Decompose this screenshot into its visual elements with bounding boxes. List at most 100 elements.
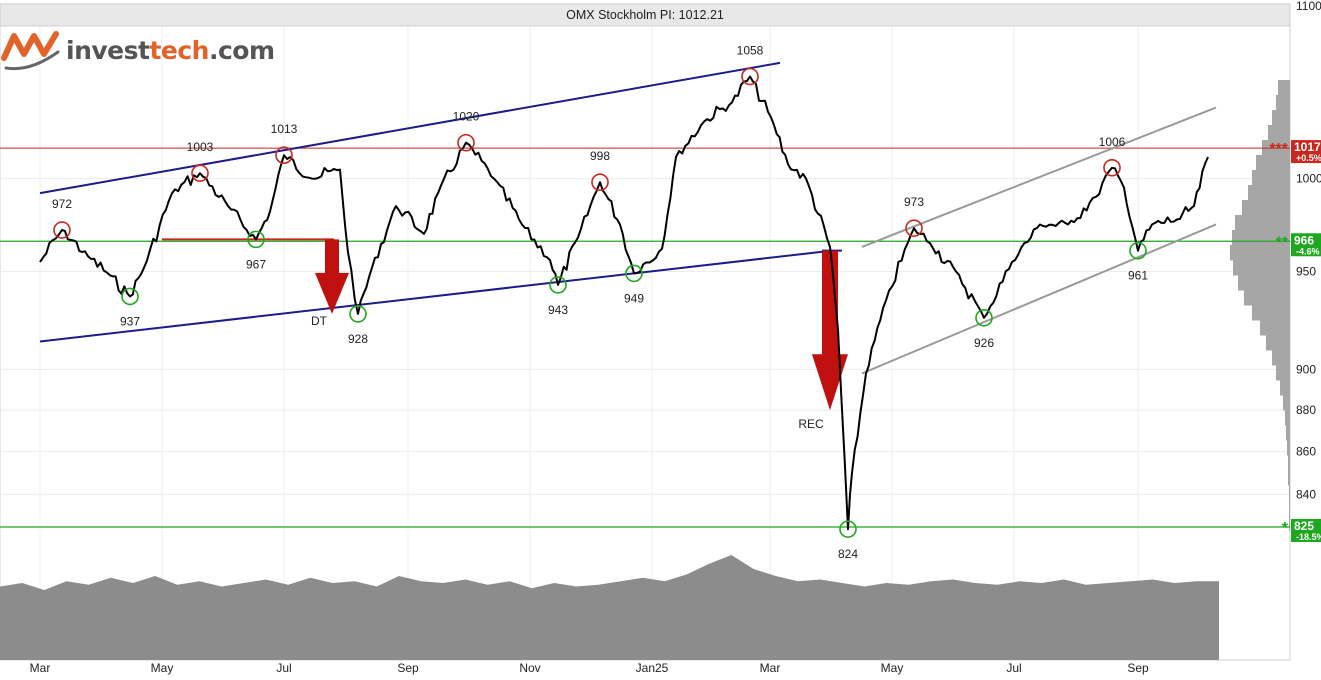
logo-part-tech: tech xyxy=(149,35,209,65)
bottom-label: 937 xyxy=(120,314,140,328)
volume-profile-bar xyxy=(1276,95,1290,111)
y-tick-label: 1000 xyxy=(1296,172,1321,186)
top-marker xyxy=(1103,158,1121,177)
resistance-tag xyxy=(1291,140,1321,164)
bottom-marker xyxy=(975,309,993,327)
x-tick-label: Sep xyxy=(1127,661,1149,675)
top-label: 1003 xyxy=(187,140,214,154)
volume-profile-bar xyxy=(1285,410,1290,426)
top-marker xyxy=(591,173,609,192)
volume-profile-bar xyxy=(1276,365,1290,381)
volume-profile-bar xyxy=(1288,470,1290,486)
bottom-label: 961 xyxy=(1128,269,1148,283)
top-marker xyxy=(457,133,475,152)
volume-profile-bar xyxy=(1242,200,1290,216)
x-tick-label: Mar xyxy=(760,661,781,675)
support-pct: -18.5% xyxy=(1296,532,1321,542)
pattern-target-arrow xyxy=(315,239,349,314)
bottom-label: 926 xyxy=(974,336,994,350)
bottom-marker xyxy=(839,520,857,538)
volume-profile-bar xyxy=(1256,155,1290,171)
resistance-pct: +0.5% xyxy=(1296,153,1321,163)
x-tick-label: Jul xyxy=(1006,661,1021,675)
x-tick-label: Jul xyxy=(276,661,291,675)
x-tick-label: Sep xyxy=(397,661,419,675)
x-tick-label: Jan25 xyxy=(636,661,669,675)
volume-profile-bar xyxy=(1289,485,1290,501)
support-value: 966 xyxy=(1294,233,1314,247)
trend-channel-line xyxy=(39,249,833,343)
y-tick-label: 900 xyxy=(1296,362,1316,376)
volume-profile-bar xyxy=(1260,320,1290,336)
volume-profile-bar xyxy=(1272,110,1290,126)
logo-part-com: .com xyxy=(208,35,275,65)
top-marker xyxy=(275,146,293,165)
top-marker xyxy=(53,221,71,239)
volume-profile-bar xyxy=(1289,515,1290,531)
bottom-marker xyxy=(121,287,139,306)
pattern-label: DT xyxy=(311,314,328,328)
price-line xyxy=(39,75,1209,531)
x-tick-label: Mar xyxy=(30,661,51,675)
bottom-label: 824 xyxy=(838,547,858,561)
y-tick-label: 950 xyxy=(1296,264,1316,278)
top-marker xyxy=(191,164,209,182)
y-tick-label: 880 xyxy=(1296,403,1316,417)
top-label: 973 xyxy=(904,195,924,209)
logo-part-invest: invest xyxy=(66,35,150,65)
support-tag xyxy=(1291,518,1321,542)
volume-profile-bar xyxy=(1230,245,1290,261)
bottom-label: 967 xyxy=(246,257,266,271)
volume-profile-bar xyxy=(1266,335,1290,351)
logo-wordmark: investtech.com xyxy=(66,36,275,65)
volume-profile-bar xyxy=(1283,395,1290,411)
volume-profile-bar xyxy=(1288,455,1290,471)
volume-profile-bar xyxy=(1289,500,1290,516)
plot-area xyxy=(0,25,1291,661)
y-tick-label: 1100 xyxy=(1296,0,1321,13)
volume-profile-bar xyxy=(1244,290,1290,306)
support-value: 825 xyxy=(1294,519,1314,533)
volume-area xyxy=(0,555,1219,660)
volume-profile-bar xyxy=(1286,425,1290,441)
volume-profile-bar xyxy=(1280,380,1290,396)
volume-profile-bar xyxy=(1248,185,1290,201)
y-tick-label: 860 xyxy=(1296,445,1316,459)
bottom-label: 928 xyxy=(348,332,368,346)
support-pct: -4.6% xyxy=(1296,246,1320,256)
trend-channel-line xyxy=(39,61,781,195)
resistance-value: 1017 xyxy=(1294,140,1321,154)
volume-profile-bar xyxy=(1238,275,1290,291)
volume-profile-bar xyxy=(1268,125,1290,141)
bottom-marker xyxy=(625,264,643,283)
volume-profile-bar xyxy=(1233,260,1290,276)
volume-profile-bar xyxy=(1252,170,1290,186)
x-tick-label: May xyxy=(151,661,174,675)
bottom-label: 943 xyxy=(548,303,568,317)
x-tick-label: May xyxy=(881,661,904,675)
top-label: 1006 xyxy=(1099,135,1126,149)
top-marker xyxy=(905,219,923,237)
volume-profile-bar xyxy=(1272,350,1290,366)
y-tick-label: 840 xyxy=(1296,487,1316,501)
trend-channel-line xyxy=(861,223,1217,375)
volume-profile-bar xyxy=(1252,305,1290,321)
support-stars: * xyxy=(1282,520,1289,537)
top-label: 1013 xyxy=(271,122,298,136)
support-stars: ** xyxy=(1276,234,1289,251)
x-tick-label: Nov xyxy=(519,661,540,675)
volume-profile-bar xyxy=(1235,215,1290,231)
bottom-marker xyxy=(549,276,567,294)
top-label: 972 xyxy=(52,197,72,211)
top-label: 998 xyxy=(590,149,610,163)
bottom-marker xyxy=(349,305,367,323)
investtech-logo: investtech.com xyxy=(0,28,275,72)
pattern-label: REC xyxy=(798,417,824,431)
support-tag xyxy=(1291,233,1321,257)
top-label: 1020 xyxy=(453,110,480,124)
bottom-label: 949 xyxy=(624,291,644,305)
pattern-target-arrow xyxy=(812,250,848,411)
bottom-marker xyxy=(1129,241,1147,260)
logo-mark-icon xyxy=(1,31,60,71)
